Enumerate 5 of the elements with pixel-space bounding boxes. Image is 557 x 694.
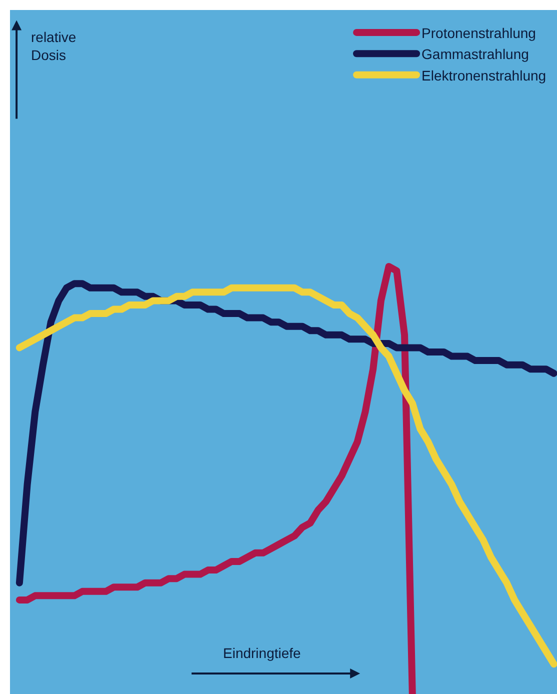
legend-label: Protonenstrahlung <box>422 24 536 41</box>
legend-label: Gammastrahlung <box>422 46 529 62</box>
x-axis-title: Eindringtiefe <box>223 645 302 661</box>
text: relative Dosis <box>31 29 76 64</box>
legend-label: Elektronenstrahlung <box>422 67 546 84</box>
